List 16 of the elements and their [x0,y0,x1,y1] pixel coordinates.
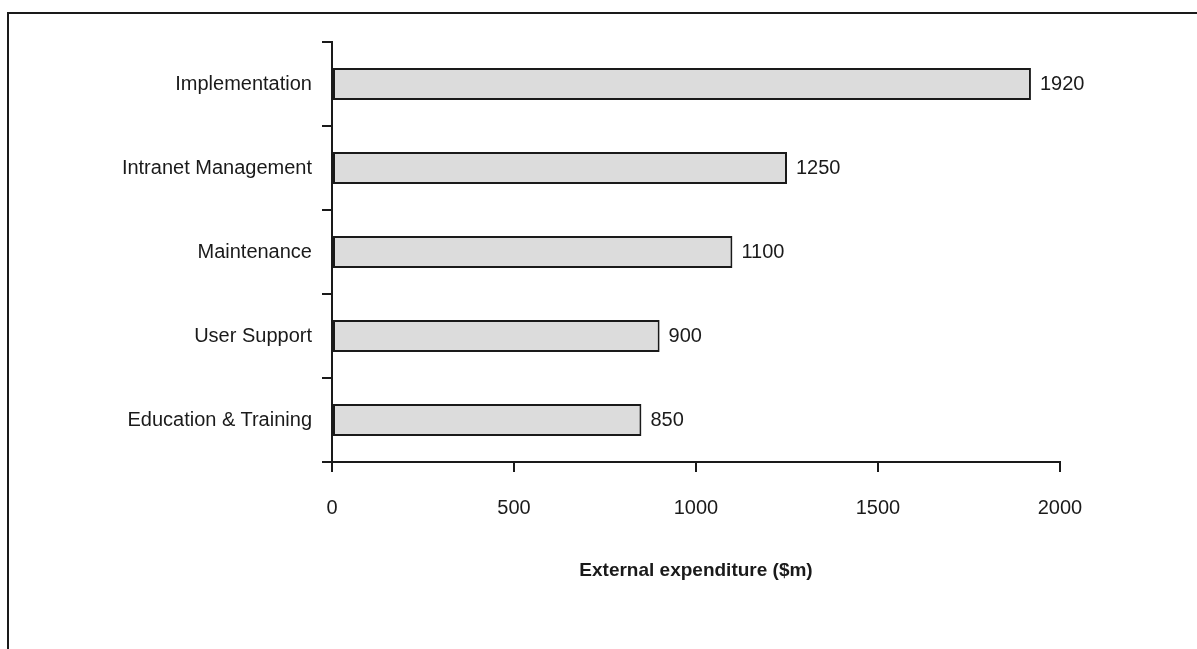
x-tick-label: 0 [326,495,338,518]
x-tick-label: 1000 [673,495,719,518]
data-label: 1100 [741,239,785,262]
x-axis-title: External expenditure ($m) [579,558,813,580]
y-tick-label: User Support [194,323,313,346]
x-tick-label: 500 [497,495,531,518]
y-tick-label: Maintenance [197,239,312,262]
data-label: 1250 [796,155,841,178]
data-label: 900 [668,323,702,346]
data-label: 850 [650,407,684,430]
y-tick-label: Education & Training [127,407,312,430]
y-tick-label: Intranet Management [121,155,313,178]
x-tick-label: 1500 [855,495,901,518]
data-label: 1920 [1039,71,1085,94]
y-tick-label: Implementation [175,71,312,94]
x-tick-label: 2000 [1037,495,1083,518]
